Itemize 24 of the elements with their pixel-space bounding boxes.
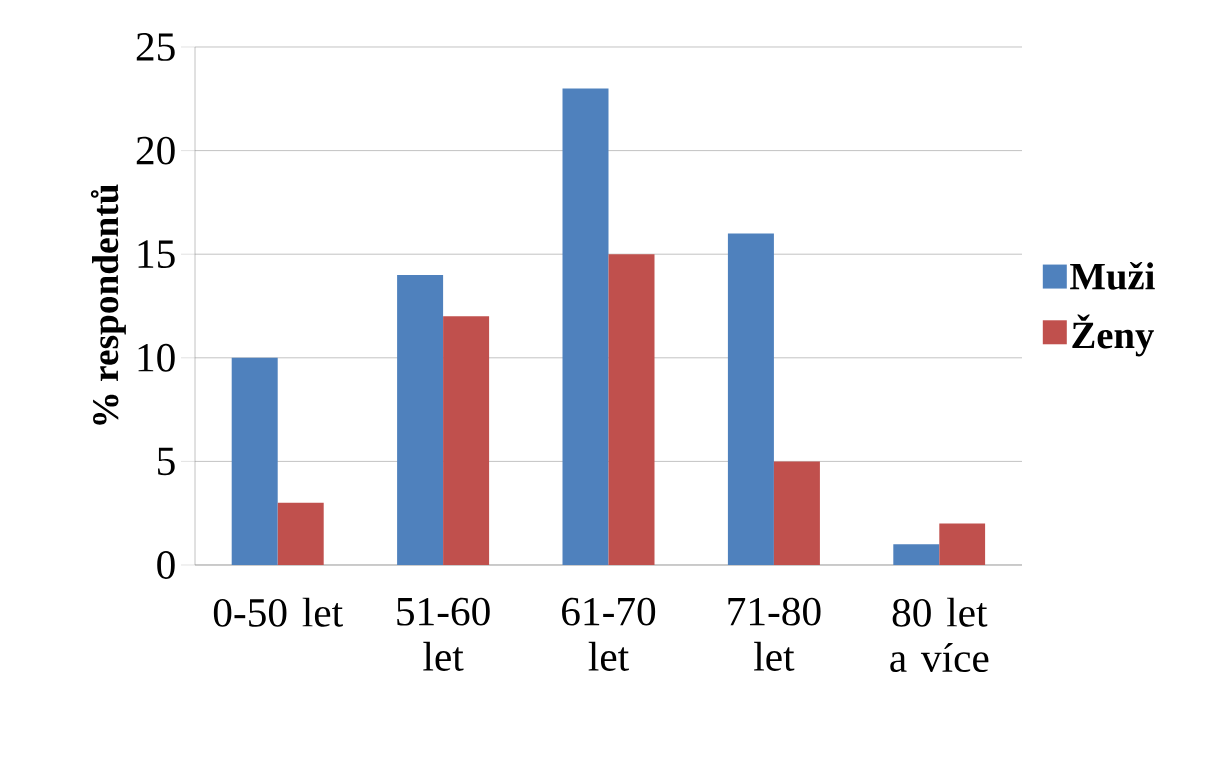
y-axis-title: % respondentů bbox=[90, 184, 126, 425]
bar bbox=[562, 88, 609, 565]
bar bbox=[608, 254, 655, 565]
bar bbox=[231, 357, 278, 565]
y-tick-label: 10 bbox=[138, 343, 175, 372]
y-tick-label: 5 bbox=[158, 447, 175, 476]
bar bbox=[397, 274, 444, 565]
y-tick-label: 15 bbox=[138, 240, 175, 269]
legend-label: Muži bbox=[1070, 261, 1155, 290]
x-tick-label: 61-70 let bbox=[562, 597, 656, 671]
bar bbox=[443, 316, 490, 565]
x-tick-label: 51-60 let bbox=[397, 597, 490, 671]
x-tick-label: 71-80 let bbox=[728, 597, 821, 671]
bar bbox=[277, 502, 324, 565]
x-tick-label: 80 let a více bbox=[890, 597, 989, 673]
legend-label: Ženy bbox=[1072, 314, 1154, 357]
bar bbox=[773, 461, 820, 565]
y-tick-label: 0 bbox=[157, 551, 175, 579]
y-tick-label: 25 bbox=[136, 33, 175, 61]
bar bbox=[939, 523, 986, 565]
y-tick-label: 20 bbox=[136, 136, 175, 165]
bar bbox=[727, 233, 774, 565]
bar bbox=[893, 544, 940, 565]
x-tick-label: 0-50 let bbox=[213, 597, 343, 627]
